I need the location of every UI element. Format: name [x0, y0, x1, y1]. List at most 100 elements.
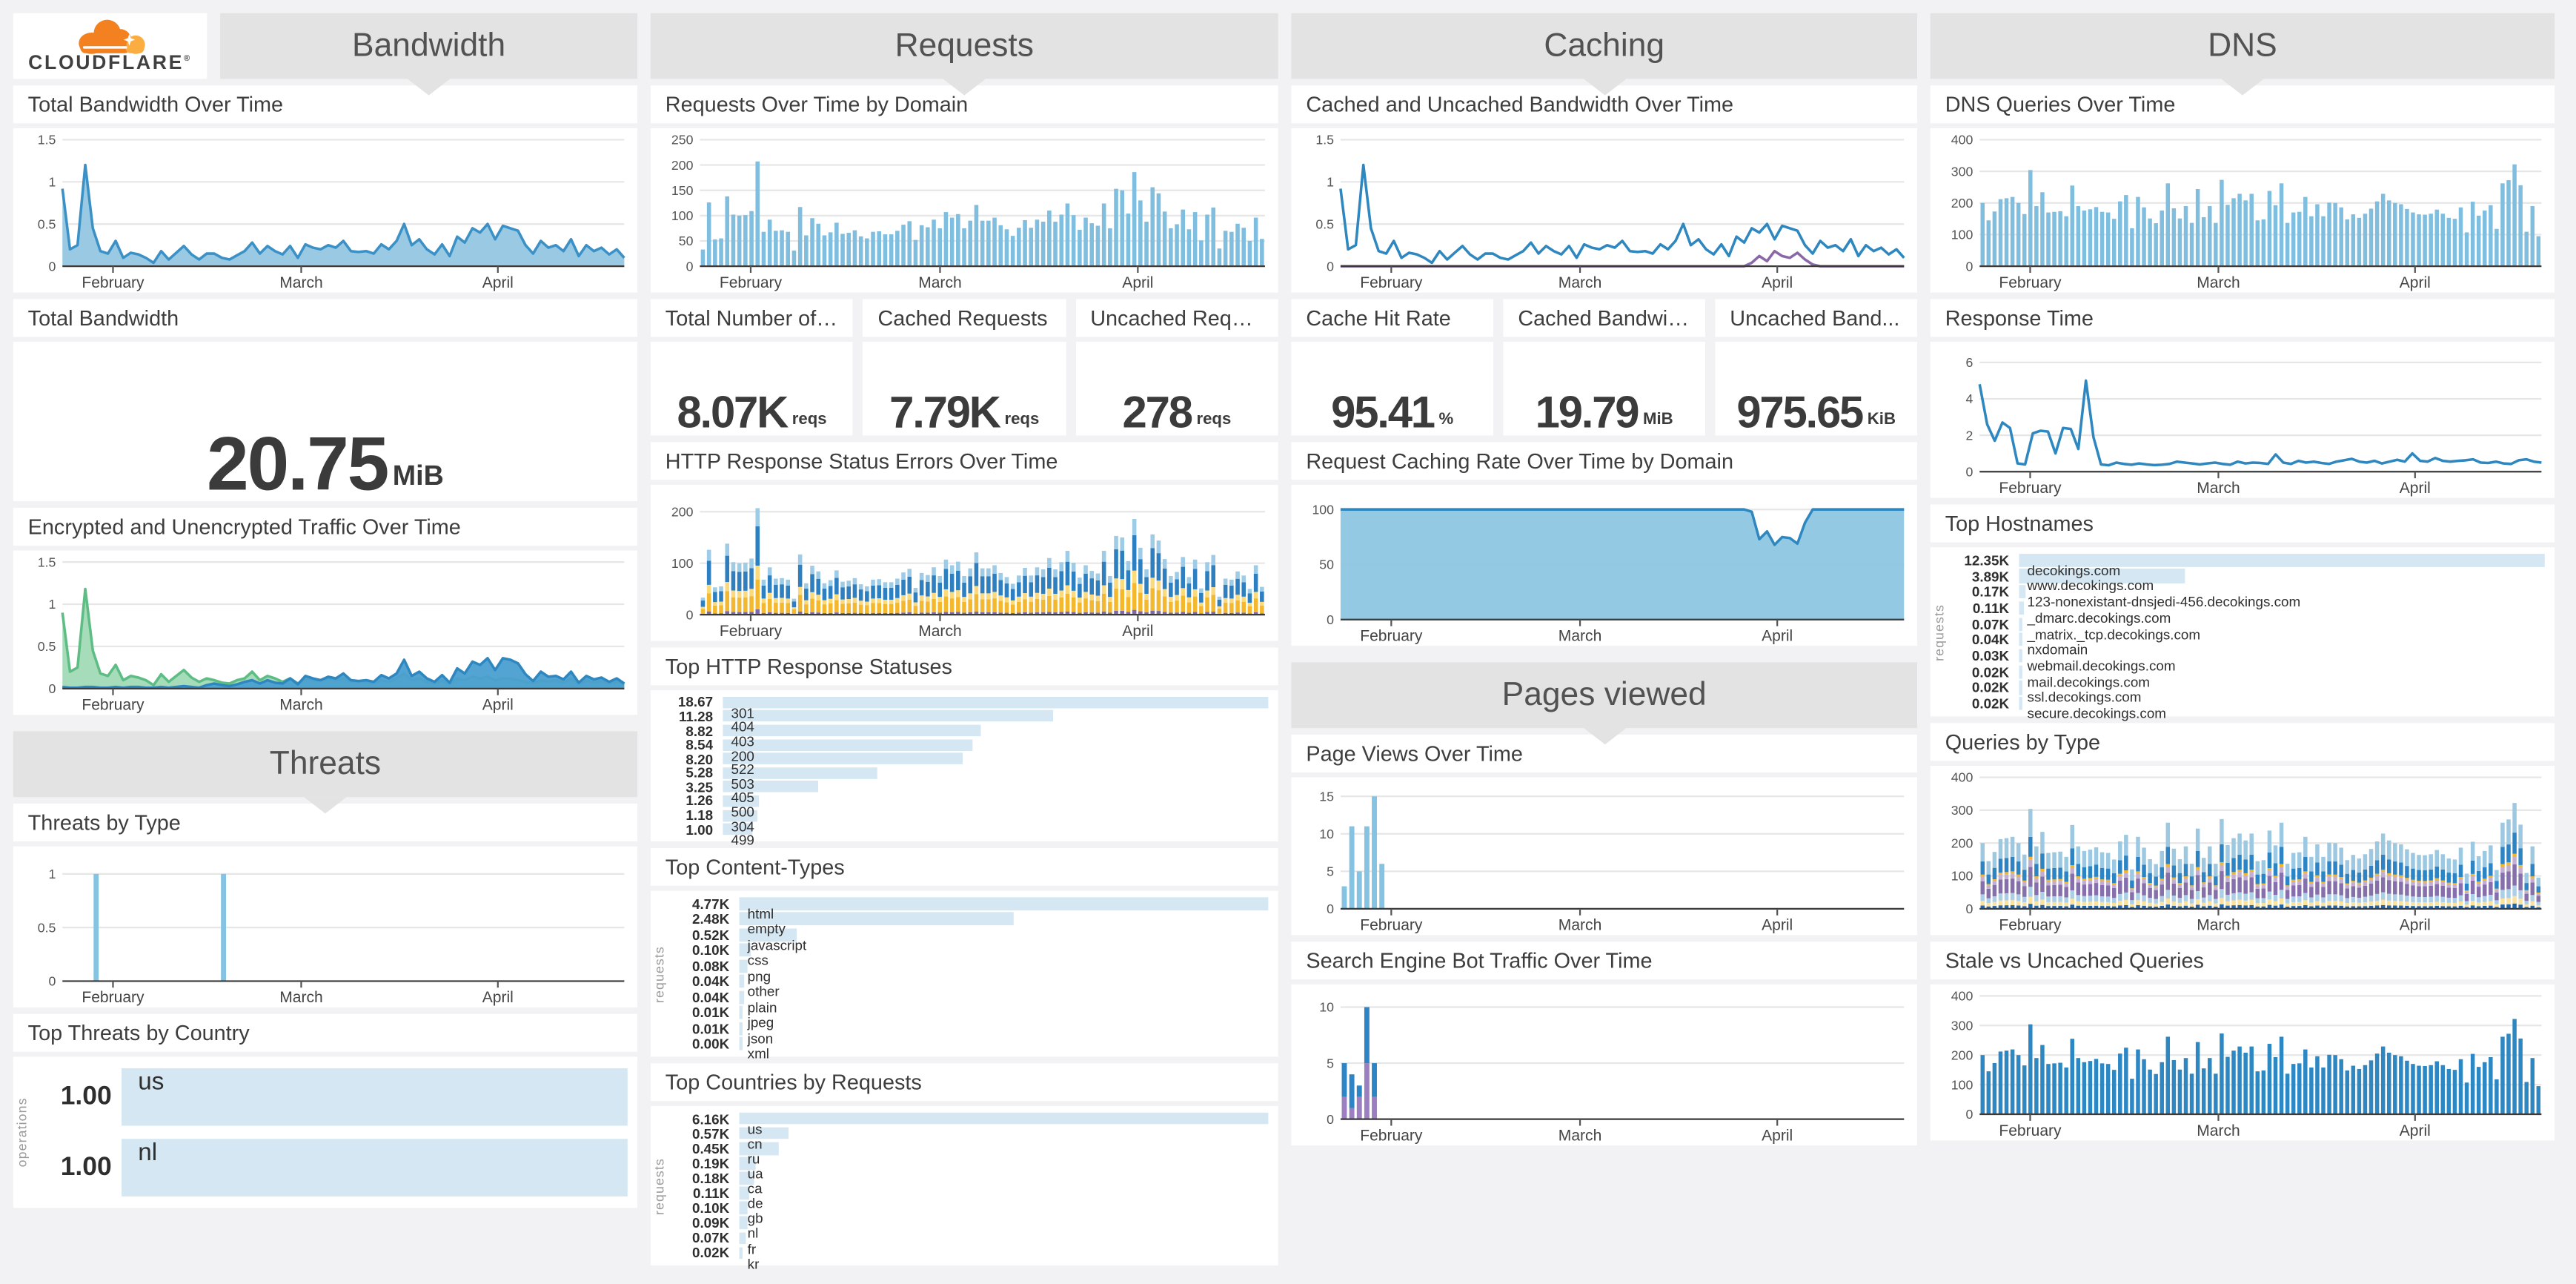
chart-canvas[interactable]: 0 50 100 February March April — [1291, 485, 1917, 646]
chart-body[interactable]: 0 100 200 300 400 February March April — [1930, 766, 2555, 936]
list-item[interactable]: 8.54 200 — [651, 736, 1269, 762]
list-item[interactable]: 0.08K png — [667, 958, 1268, 983]
chart-canvas[interactable]: 0 100 200 300 400 February March April — [1931, 128, 2555, 293]
list-item[interactable]: 0.52K javascript — [667, 927, 1268, 952]
list-item[interactable]: 0.09K nl — [667, 1215, 1268, 1240]
list-item[interactable]: 0.17K 123-nonexistant-dnsjedi-456.decokin… — [1947, 584, 2545, 609]
svg-text:0.5: 0.5 — [38, 216, 56, 231]
chart-canvas[interactable]: 0 0.5 1 1.5 February March April — [13, 128, 637, 293]
row-bar-track: 123-nonexistant-dnsjedi-456.decokings.co… — [2019, 585, 2544, 609]
chart-body[interactable]: 0 0.5 1 1.5 February March April — [13, 128, 638, 293]
row-value: 12.35K — [1964, 552, 2010, 569]
list-item[interactable]: 0.02K kr — [667, 1245, 1268, 1270]
chart-body[interactable]: 0 5 10 15 February March April — [1291, 777, 1918, 936]
chart-canvas[interactable]: 0 0.5 1 February March April — [13, 847, 637, 1007]
list-item[interactable]: 0.01K json — [667, 1020, 1268, 1045]
row-label: other — [747, 983, 780, 1000]
chart-canvas[interactable]: 0 2 4 6 February March April — [1931, 342, 2555, 498]
list-item[interactable]: 0.11K _dmarc.decokings.com — [1947, 600, 2545, 625]
row-value: 0.19K — [691, 1155, 730, 1172]
stat-value: 95.41 — [1331, 388, 1435, 438]
stat-value-area: 975.65 KiB — [1715, 342, 1918, 436]
list-item[interactable]: 8.82 403 — [651, 722, 1269, 748]
svg-text:200: 200 — [671, 504, 694, 519]
list-item[interactable]: 0.45K ru — [667, 1140, 1268, 1165]
chart-body[interactable]: 0 2 4 6 February March April — [1930, 342, 2555, 498]
list-item[interactable]: 11.28 404 — [651, 708, 1269, 734]
list-item[interactable]: 4.77K html — [667, 895, 1269, 921]
svg-text:2: 2 — [1966, 428, 1974, 443]
list-item[interactable]: 0.00K xml — [667, 1036, 1268, 1061]
row-label: ua — [747, 1165, 763, 1182]
list-item[interactable]: 8.20 522 — [651, 750, 1269, 776]
row-bar-track: 522 — [723, 752, 1268, 776]
chart-canvas[interactable]: 0 50 100 150 200 250 February March April — [651, 128, 1278, 293]
axis-label: requests — [652, 1156, 668, 1214]
row-bar-track: ca — [739, 1172, 1269, 1196]
list-item[interactable]: 0.02K secure.decokings.com — [1947, 695, 2545, 721]
section-header-label: Pages viewed — [1501, 676, 1707, 712]
list-item[interactable]: 0.04K plain — [667, 989, 1268, 1014]
stat-value: 278 — [1122, 388, 1193, 438]
row-value: 0.07K — [1971, 615, 2010, 632]
list-item[interactable]: 1.26 500 — [651, 793, 1269, 818]
chart-body[interactable]: 0 0.5 1 1.5 February March April — [1291, 128, 1918, 293]
list-item[interactable]: 0.10K gb — [667, 1200, 1268, 1225]
chart-body[interactable]: 0 0.5 1 February March April — [13, 846, 638, 1007]
chart-canvas[interactable]: 0 5 10 15 February March April — [1291, 778, 1917, 936]
cloudflare-logo[interactable]: CLOUDFLARE® — [13, 13, 208, 79]
chart-canvas[interactable]: 0 0.5 1 1.5 February March April — [13, 551, 637, 715]
list-item[interactable]: 1.00 nl — [30, 1137, 628, 1198]
chart-body[interactable]: 0 0.5 1 1.5 February March April — [13, 550, 638, 715]
panel-requests-over-time-by-domain: Requests Over Time by Domain 0 50 100 150 200… — [650, 85, 1278, 293]
list-item[interactable]: 5.28 503 — [651, 764, 1269, 790]
list-item[interactable]: 6.16K us — [667, 1111, 1269, 1136]
list-item[interactable]: 12.35K decokings.com — [1947, 552, 2545, 577]
list-item[interactable]: 0.02K mail.decokings.com — [1947, 663, 2545, 689]
list-item[interactable]: 0.57K cn — [667, 1125, 1268, 1151]
list-item[interactable]: 0.18K ca — [667, 1170, 1269, 1196]
row-value: 0.03K — [1971, 647, 2010, 664]
chart-canvas[interactable]: 0 5 10 February March April — [1291, 984, 1917, 1145]
chart-body[interactable]: 0 50 100 February March April — [1291, 484, 1918, 646]
list-item[interactable]: 3.25 405 — [651, 779, 1269, 804]
list-item[interactable]: 3.89K www.decokings.com — [1947, 568, 2545, 593]
row-bar-track: nxdomain — [2019, 633, 2544, 657]
svg-text:100: 100 — [1312, 502, 1334, 517]
chart-body[interactable]: 0 100 200 300 400 February March April — [1930, 128, 2555, 293]
row-value: 18.67 — [677, 694, 714, 711]
list-item[interactable]: 0.07K _matrix._tcp.decokings.com — [1947, 615, 2545, 641]
chart-body[interactable]: 0 5 10 February March April — [1291, 984, 1918, 1146]
list-item[interactable]: 18.67 301 — [651, 694, 1269, 720]
list-item[interactable]: 0.01K jpeg — [667, 1005, 1268, 1030]
svg-text:200: 200 — [671, 158, 694, 173]
chart-canvas[interactable]: 0 100 200 300 400 February March April — [1931, 766, 2555, 935]
list-item[interactable]: 0.10K css — [667, 942, 1268, 967]
section-dns: DNS — [1930, 13, 2555, 96]
svg-text:0: 0 — [1966, 1107, 1974, 1122]
list-item[interactable]: 0.07K fr — [667, 1230, 1268, 1255]
row-value: 0.11K — [693, 1185, 730, 1202]
chart-canvas[interactable]: 0 100 200 February March April — [651, 485, 1278, 641]
panel-title: HTTP Response Status Errors Over Time — [650, 442, 1278, 480]
list-item[interactable]: 0.04K nxdomain — [1947, 632, 2545, 657]
row-bar — [739, 990, 744, 1004]
list-item[interactable]: 1.18 304 — [651, 807, 1269, 833]
list-item[interactable]: 2.48K empty — [667, 911, 1268, 936]
row-value: 4.77K — [691, 895, 730, 912]
list-item[interactable]: 1.00 us — [30, 1067, 628, 1128]
chart-canvas[interactable]: 0 100 200 300 400 February March April — [1931, 984, 2555, 1141]
list-item[interactable]: 0.03K webmail.decokings.com — [1947, 647, 2545, 673]
chart-body[interactable]: 0 50 100 150 200 250 February March April — [650, 128, 1278, 293]
row-value: 0.01K — [691, 1005, 730, 1022]
chart-body[interactable]: 0 100 200 300 400 February March April — [1930, 984, 2555, 1141]
list-item[interactable]: 0.11K de — [667, 1185, 1268, 1210]
list-item[interactable]: 0.19K ua — [667, 1155, 1268, 1180]
panel-title: Encrypted and Unencrypted Traffic Over T… — [13, 507, 638, 546]
row-value: 0.04K — [1971, 632, 2010, 649]
list-item[interactable]: 0.02K ssl.decokings.com — [1947, 680, 2545, 705]
list-item[interactable]: 0.04K other — [667, 973, 1268, 999]
list-item[interactable]: 1.00 499 — [651, 821, 1269, 847]
chart-canvas[interactable]: 0 0.5 1 1.5 February March April — [1291, 128, 1917, 293]
chart-body[interactable]: 0 100 200 February March April — [650, 484, 1278, 641]
